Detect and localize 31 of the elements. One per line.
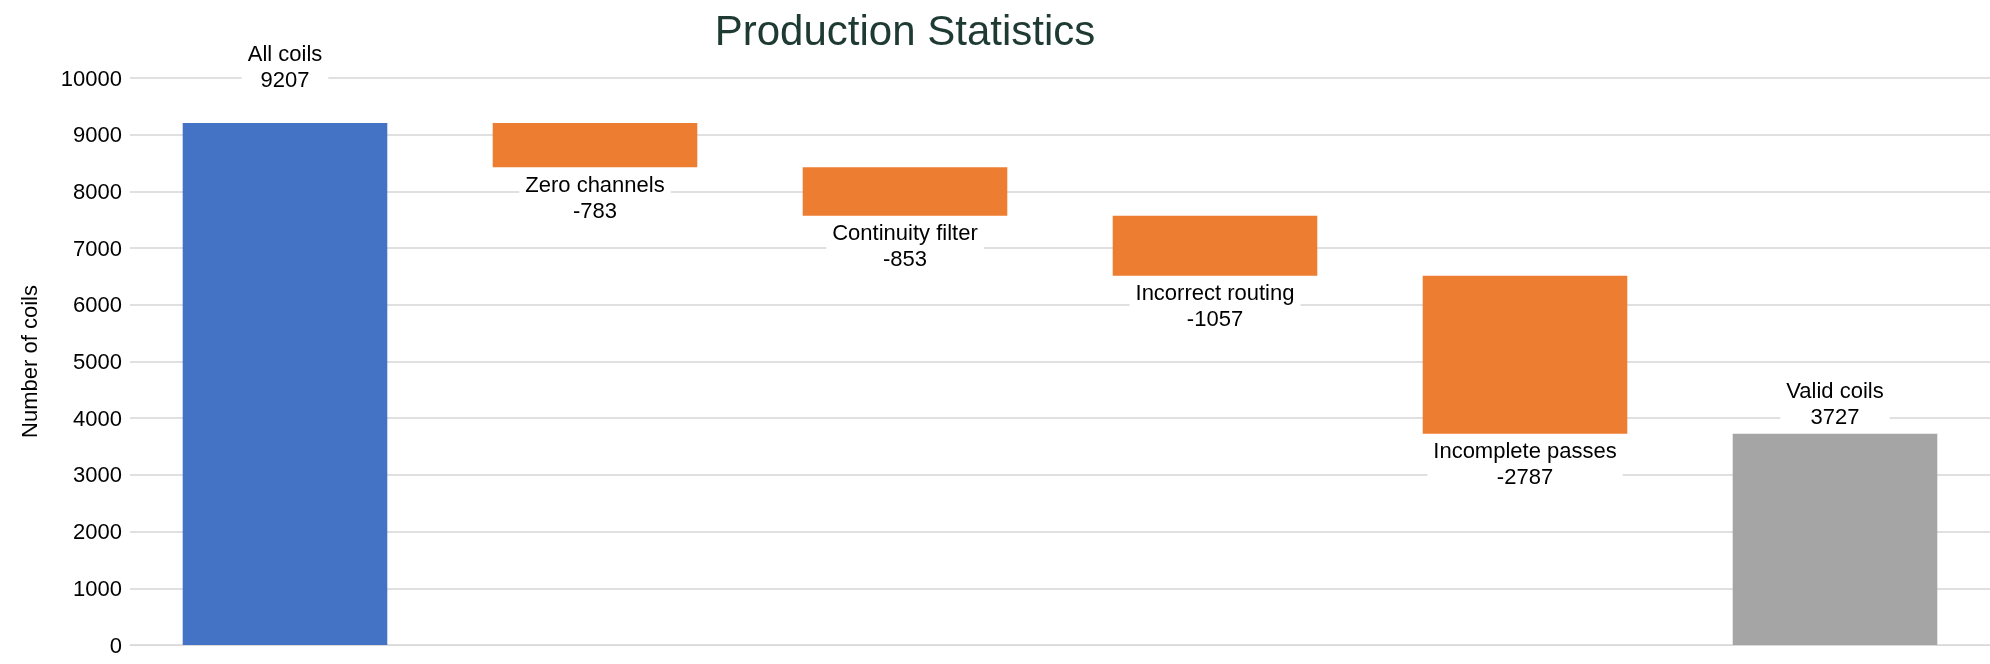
y-tick-label: 9000 [73,122,122,148]
bar [1422,275,1628,434]
y-tick-label: 6000 [73,292,122,318]
y-tick-label: 2000 [73,519,122,545]
x-tick-label: Zero channels [525,171,665,197]
data-label: -2787 [1496,464,1554,490]
x-tick-label: Valid coils [1786,378,1884,404]
data-label: 3727 [1810,404,1860,430]
y-tick-label: 4000 [73,405,122,431]
y-tick-label: 8000 [73,178,122,204]
y-tick-label: 10000 [60,65,122,91]
x-tick-label: Incomplete passes [1433,438,1617,464]
bar [492,122,698,168]
chart-title: Production Statistics [714,6,1096,54]
x-tick-label: Continuity filter [832,220,978,246]
bar [802,167,1008,216]
bar [1732,433,1938,645]
y-tick-label: 3000 [73,462,122,488]
data-label: -783 [572,197,618,223]
y-tick-label: 5000 [73,349,122,374]
y-tick-label: 0 [109,632,122,658]
y-axis-title: Number of coils [16,285,42,438]
bar [1112,215,1318,276]
data-label: 9207 [260,67,310,93]
y-tick-label: 1000 [73,575,122,601]
y-tick-label: 7000 [73,235,122,261]
bar [182,122,388,645]
x-tick-label: All coils [247,41,323,67]
data-label: -1057 [1186,306,1244,332]
x-tick-label: Incorrect routing [1135,280,1295,306]
data-label: -853 [882,246,928,272]
